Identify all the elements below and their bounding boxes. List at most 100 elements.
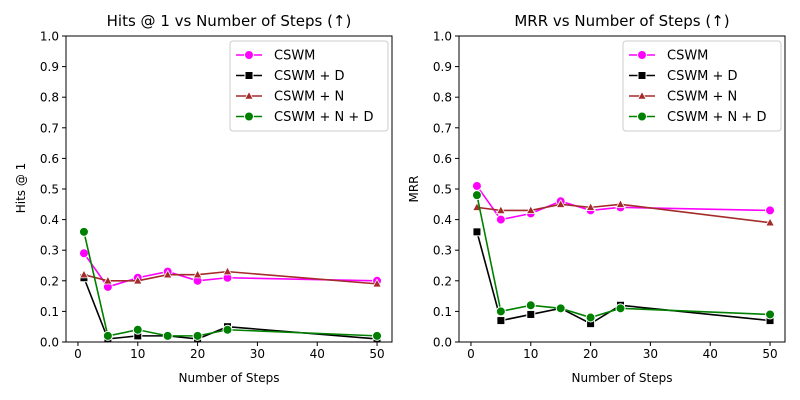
data-point	[102, 275, 113, 285]
data-point	[79, 269, 89, 279]
data-point	[555, 198, 566, 208]
data-point	[525, 300, 536, 311]
data-point	[78, 248, 89, 259]
y-axis-label: Hits @ 1	[14, 163, 28, 214]
x-tick-label: 40	[310, 347, 325, 361]
data-point	[471, 180, 482, 191]
y-tick-label: 0.8	[40, 91, 59, 105]
series-cswm-n-d	[78, 226, 383, 341]
legend: CSWM CSWM + D CSWM + N CSWM + N + D	[229, 40, 389, 132]
data-point	[765, 217, 775, 227]
data-point	[765, 205, 776, 216]
data-point	[495, 205, 506, 215]
y-tick-label: 0.0	[40, 336, 59, 350]
data-point	[372, 278, 382, 288]
x-tick-label: 50	[762, 347, 777, 361]
legend-label: CSWM + D	[274, 69, 345, 84]
x-tick-label: 30	[643, 347, 658, 361]
y-tick-label: 0.1	[433, 305, 452, 319]
data-point	[525, 205, 536, 215]
legend-marker	[637, 111, 647, 122]
y-tick-label: 0.5	[433, 183, 452, 197]
y-tick-label: 0.7	[433, 121, 452, 135]
data-point	[555, 303, 566, 314]
data-point	[471, 190, 482, 201]
y-tick-label: 0.4	[40, 213, 59, 227]
data-point	[162, 330, 173, 341]
x-tick-label: 20	[583, 347, 598, 361]
legend-marker	[637, 90, 647, 100]
legend-marker	[637, 50, 647, 60]
data-point	[162, 269, 173, 279]
y-tick-label: 0.2	[433, 274, 452, 288]
legend-item: CSWM + N + D	[236, 110, 373, 125]
data-point	[78, 226, 89, 237]
legend-label: CSWM + D	[667, 69, 738, 84]
x-tick-label: 0	[467, 347, 475, 361]
legend-item: CSWM	[629, 49, 708, 64]
data-point	[585, 202, 596, 211]
data-point	[222, 266, 233, 276]
y-tick-label: 0.7	[40, 121, 59, 135]
legend-marker	[637, 71, 647, 80]
y-tick-label: 1.0	[433, 30, 452, 44]
legend-item: CSWM + N	[236, 90, 344, 105]
data-point	[192, 269, 203, 279]
y-tick-label: 0.2	[40, 274, 59, 288]
series-cswm-n	[79, 266, 382, 288]
x-tick-label: 0	[74, 347, 82, 361]
y-tick-label: 0.3	[433, 244, 452, 258]
legend-label: CSWM	[667, 49, 708, 64]
data-point	[495, 306, 506, 317]
data-point	[615, 198, 626, 208]
data-point	[132, 275, 143, 285]
data-point	[765, 309, 776, 320]
data-point	[222, 324, 233, 335]
data-point	[495, 214, 506, 225]
y-tick-label: 0.6	[433, 152, 452, 166]
y-tick-label: 0.8	[433, 91, 452, 105]
legend-label: CSWM + N	[667, 90, 737, 105]
data-point	[472, 227, 482, 237]
legend-marker	[244, 90, 254, 100]
chart-title: MRR vs Number of Steps (↑)	[514, 12, 729, 30]
legend: CSWM CSWM + D CSWM + N CSWM + N + D	[622, 40, 782, 132]
legend-item: CSWM + D	[236, 69, 345, 84]
y-tick-label: 0.1	[40, 305, 59, 319]
y-axis-label: MRR	[407, 175, 421, 202]
data-point	[192, 330, 203, 341]
data-point	[526, 309, 536, 319]
y-tick-label: 0.4	[433, 213, 452, 227]
legend-item: CSWM + N + D	[629, 110, 766, 125]
y-tick-label: 0.6	[40, 152, 59, 166]
data-point	[496, 316, 506, 326]
x-tick-label: 20	[190, 347, 205, 361]
legend-label: CSWM	[274, 49, 315, 64]
chart-title: Hits @ 1 vs Number of Steps (↑)	[107, 12, 352, 30]
chart-hits-at-1: Hits @ 1 vs Number of Steps (↑) Number o…	[14, 12, 393, 385]
legend-marker	[244, 50, 254, 60]
series-cswm-n-d	[471, 190, 776, 323]
x-tick-label: 40	[703, 347, 718, 361]
legend-item: CSWM	[236, 49, 315, 64]
y-tick-label: 0.5	[40, 183, 59, 197]
legend-item: CSWM + N	[629, 90, 737, 105]
x-axis-label: Number of Steps	[572, 371, 673, 385]
legend-item: CSWM + D	[629, 69, 738, 84]
y-tick-label: 0.9	[433, 60, 452, 74]
data-point	[585, 312, 596, 323]
legend-label: CSWM + N + D	[667, 110, 766, 125]
data-point	[615, 303, 626, 314]
y-tick-label: 0.0	[433, 336, 452, 350]
y-tick-label: 0.3	[40, 244, 59, 258]
chart-mrr: MRR vs Number of Steps (↑) Number of Ste…	[407, 12, 786, 385]
x-tick-label: 50	[369, 347, 384, 361]
legend-box	[229, 40, 389, 132]
legend-label: CSWM + N	[274, 90, 344, 105]
y-tick-label: 0.9	[40, 60, 59, 74]
data-point	[102, 330, 113, 341]
data-point	[132, 324, 143, 335]
legend-label: CSWM + N + D	[274, 110, 373, 125]
data-point	[372, 330, 383, 341]
